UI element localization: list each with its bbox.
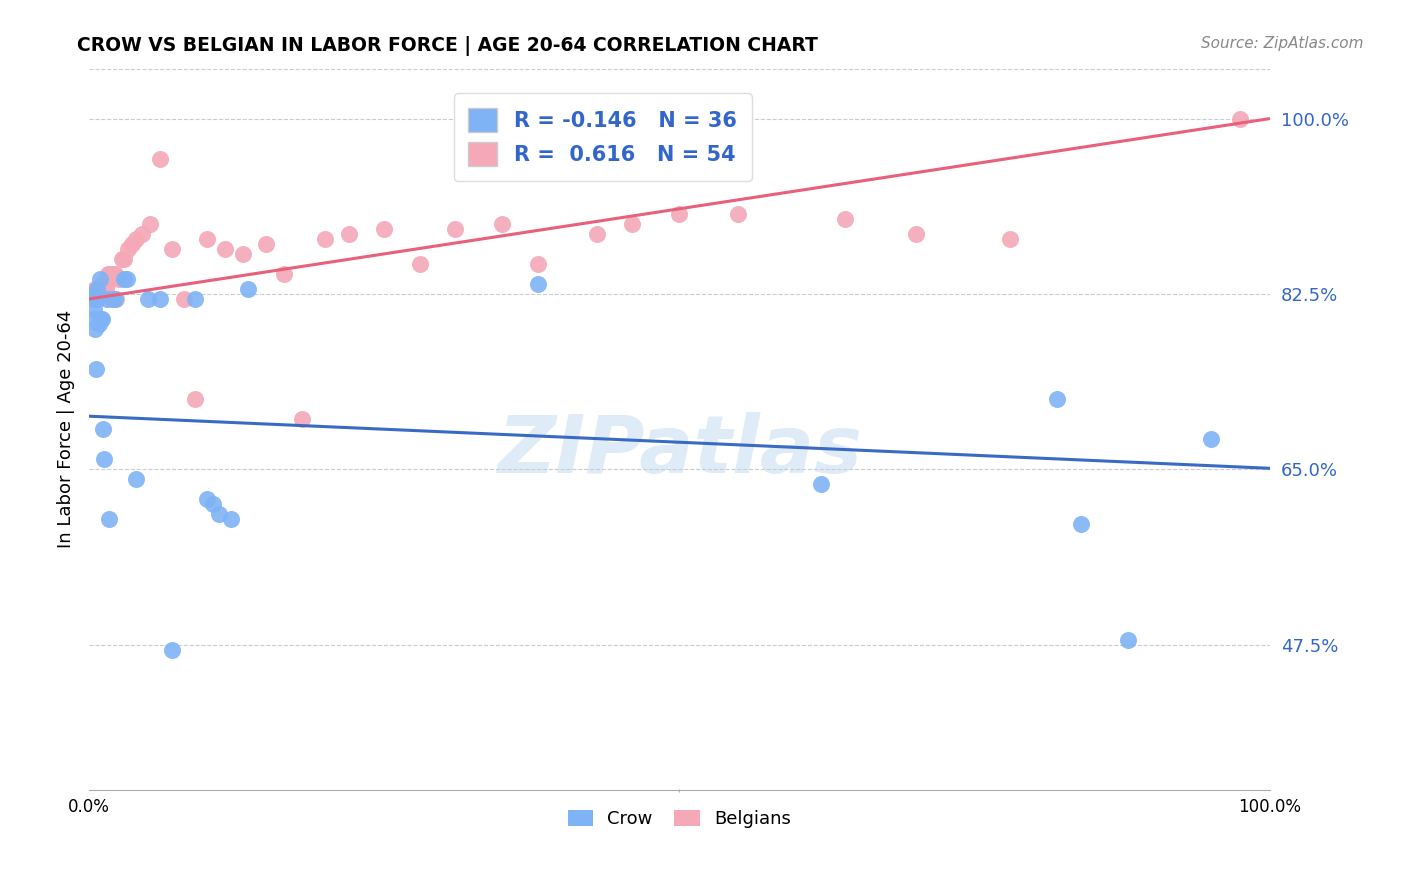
Point [136,292,159,306]
Point [87,282,110,296]
Point [86,282,108,296]
Point [87,317,110,331]
Point [90,312,112,326]
Point [195,232,218,246]
Point [84,292,107,306]
Point [232,247,254,261]
Point [125,232,148,246]
Point [91,312,114,326]
Text: ZIPatlas: ZIPatlas [496,412,862,490]
Point [84,362,107,376]
Point [101,267,124,281]
Point [1116,632,1139,647]
Point [114,272,136,286]
Point [84,322,107,336]
Point [101,292,124,306]
Point [491,217,513,231]
Legend: Crow, Belgians: Crow, Belgians [561,802,799,835]
Point [84,292,107,306]
Point [727,207,749,221]
Point [91,277,114,291]
Point [121,236,143,251]
Point [103,267,125,281]
Point [107,272,129,286]
Point [526,277,548,291]
Point [273,267,295,281]
Point [149,152,172,166]
Point [104,292,127,306]
Point [208,508,231,522]
Point [83,287,105,301]
Text: CROW VS BELGIAN IN LABOR FORCE | AGE 20-64 CORRELATION CHART: CROW VS BELGIAN IN LABOR FORCE | AGE 20-… [77,36,818,55]
Point [810,477,832,491]
Point [1229,112,1251,126]
Point [105,292,128,306]
Point [1046,392,1069,406]
Point [408,257,430,271]
Point [86,282,108,296]
Point [98,267,121,281]
Point [290,412,312,426]
Point [104,267,127,281]
Point [526,257,548,271]
Point [337,227,360,241]
Point [111,252,134,266]
Point [83,312,105,326]
Point [160,242,183,256]
Point [90,287,112,301]
Point [131,227,153,241]
Point [173,292,195,306]
Point [254,236,277,251]
Point [214,242,236,256]
Text: Source: ZipAtlas.com: Source: ZipAtlas.com [1201,36,1364,51]
Point [834,211,856,226]
Point [1199,432,1222,446]
Point [160,642,183,657]
Point [93,277,115,291]
Point [117,242,139,256]
Point [89,272,111,286]
Point [904,227,927,241]
Point [82,292,104,306]
Point [97,267,120,281]
Point [1070,517,1092,532]
Point [149,292,172,306]
Point [96,292,118,306]
Point [219,512,242,526]
Point [373,222,395,236]
Point [139,217,162,231]
Point [84,282,107,296]
Point [195,492,218,507]
Point [314,232,336,246]
Point [184,392,207,406]
Point [998,232,1021,246]
Point [91,282,114,296]
Point [202,497,225,511]
Point [82,287,104,301]
Point [94,282,117,296]
Y-axis label: In Labor Force | Age 20-64: In Labor Force | Age 20-64 [58,310,75,549]
Point [238,282,260,296]
Point [96,277,118,291]
Point [98,272,121,286]
Point [668,207,690,221]
Point [621,217,644,231]
Point [100,292,122,306]
Point [115,272,138,286]
Point [184,292,207,306]
Point [125,472,148,486]
Point [444,222,467,236]
Point [93,452,115,467]
Point [83,301,105,316]
Point [89,287,111,301]
Point [91,422,114,436]
Point [114,252,136,266]
Point [98,512,121,526]
Point [585,227,607,241]
Point [86,292,108,306]
